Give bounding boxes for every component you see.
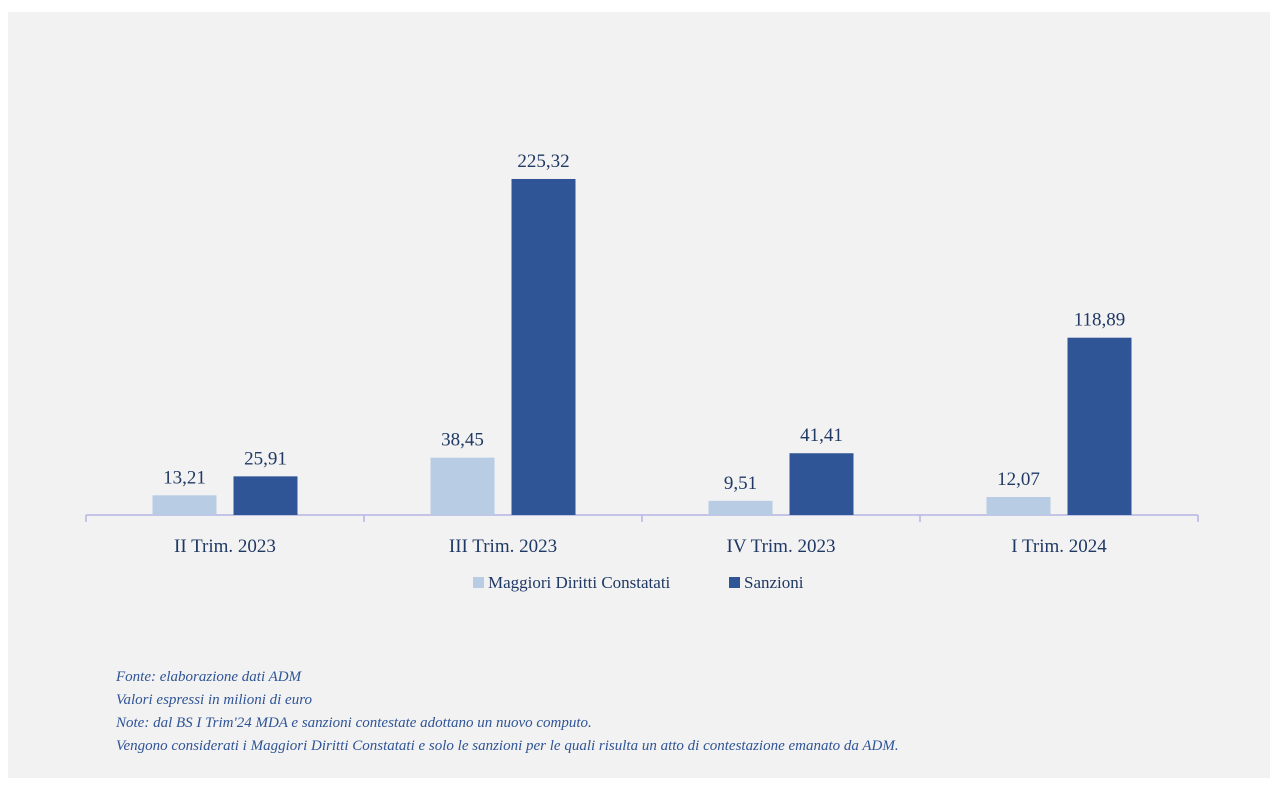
data-label: 225,32 [517, 151, 569, 172]
legend-swatch [473, 577, 484, 588]
legend-label: Sanzioni [744, 573, 804, 592]
x-tick-label: I Trim. 2024 [1011, 536, 1107, 557]
note-detail: Vengono considerati i Maggiori Diritti C… [116, 738, 899, 754]
chart-panel: 13,21 25,91 II Trim. 2023 38,45 225,32 III Tr… [8, 12, 1270, 778]
bar-sanzioni [789, 453, 854, 515]
data-label: 12,07 [997, 469, 1040, 490]
x-tick-label: II Trim. 2023 [174, 536, 276, 557]
bar-sanzioni [511, 178, 576, 515]
note-units: Valori espressi in milioni di euro [116, 692, 312, 708]
x-tick-label: III Trim. 2023 [449, 536, 557, 557]
data-label: 9,51 [724, 473, 757, 494]
bar-sanzioni [233, 476, 298, 515]
bar-maggiori [708, 500, 773, 515]
bar-maggiori [152, 495, 217, 515]
notes: Fonte: elaborazione dati ADM Valori espr… [116, 666, 899, 758]
x-tick-label: IV Trim. 2023 [727, 536, 836, 557]
bar-maggiori [986, 496, 1051, 515]
bar-chart: 13,21 25,91 II Trim. 2023 38,45 225,32 III Tr… [85, 151, 1199, 592]
note-computation: Note: dal BS I Trim'24 MDA e sanzioni co… [116, 715, 592, 731]
data-label: 118,89 [1074, 310, 1126, 331]
data-label: 25,91 [244, 448, 287, 469]
data-label: 38,45 [441, 430, 484, 451]
data-label: 13,21 [163, 467, 206, 488]
data-label: 41,41 [800, 425, 843, 446]
legend-swatch [729, 577, 740, 588]
note-source: Fonte: elaborazione dati ADM [116, 669, 302, 685]
bar-sanzioni [1067, 337, 1132, 515]
legend-label: Maggiori Diritti Constatati [488, 573, 671, 592]
bar-maggiori [430, 457, 495, 515]
